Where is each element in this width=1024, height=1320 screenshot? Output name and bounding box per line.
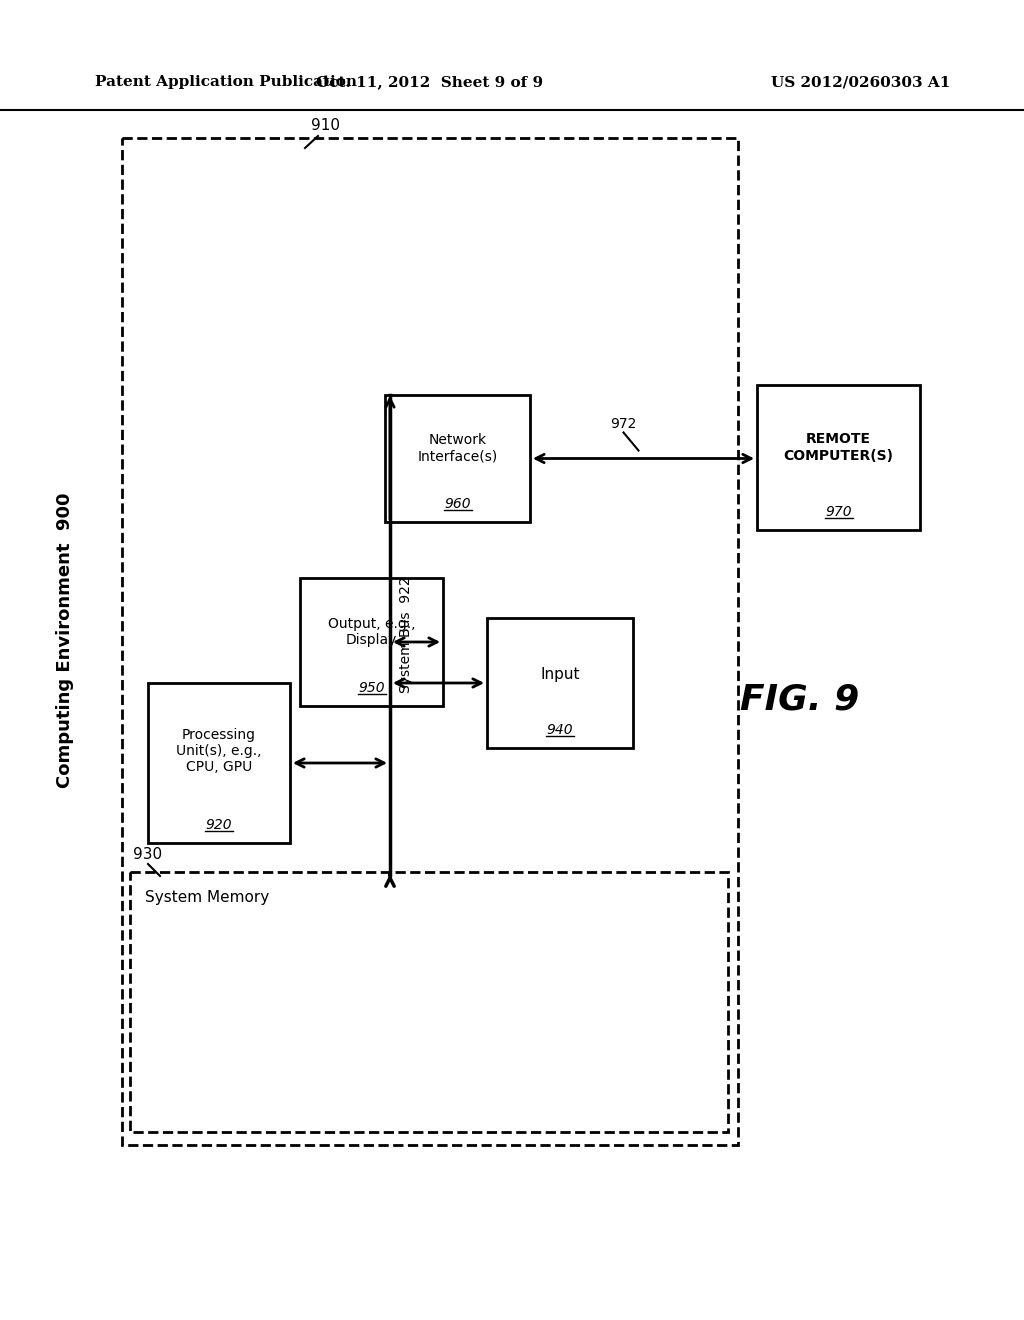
- Text: 960: 960: [444, 498, 471, 511]
- Bar: [487, 618, 633, 748]
- Text: Computing Environment  900: Computing Environment 900: [56, 492, 74, 788]
- Text: 920: 920: [206, 818, 232, 832]
- Text: 910: 910: [310, 117, 340, 133]
- Text: 970: 970: [825, 506, 852, 519]
- Text: 930: 930: [133, 847, 163, 862]
- Text: 940: 940: [547, 723, 573, 737]
- Text: 950: 950: [358, 681, 385, 696]
- Text: System Bus  922: System Bus 922: [399, 577, 413, 693]
- Bar: [122, 139, 738, 1144]
- Text: US 2012/0260303 A1: US 2012/0260303 A1: [771, 75, 950, 88]
- Text: Patent Application Publication: Patent Application Publication: [95, 75, 357, 88]
- Text: Oct. 11, 2012  Sheet 9 of 9: Oct. 11, 2012 Sheet 9 of 9: [316, 75, 544, 88]
- Text: FIG. 9: FIG. 9: [740, 682, 859, 717]
- Text: 972: 972: [610, 417, 637, 430]
- Text: Output, e.g.,
Display: Output, e.g., Display: [328, 616, 416, 647]
- Bar: [130, 873, 728, 1133]
- Text: System Memory: System Memory: [145, 890, 269, 906]
- Bar: [385, 395, 530, 521]
- Text: Processing
Unit(s), e.g.,
CPU, GPU: Processing Unit(s), e.g., CPU, GPU: [176, 727, 262, 775]
- Bar: [148, 682, 290, 843]
- Text: REMOTE
COMPUTER(S): REMOTE COMPUTER(S): [783, 433, 894, 462]
- Text: Network
Interface(s): Network Interface(s): [418, 433, 498, 463]
- Text: Input: Input: [541, 668, 580, 682]
- Bar: [300, 578, 443, 706]
- Bar: [757, 385, 920, 531]
